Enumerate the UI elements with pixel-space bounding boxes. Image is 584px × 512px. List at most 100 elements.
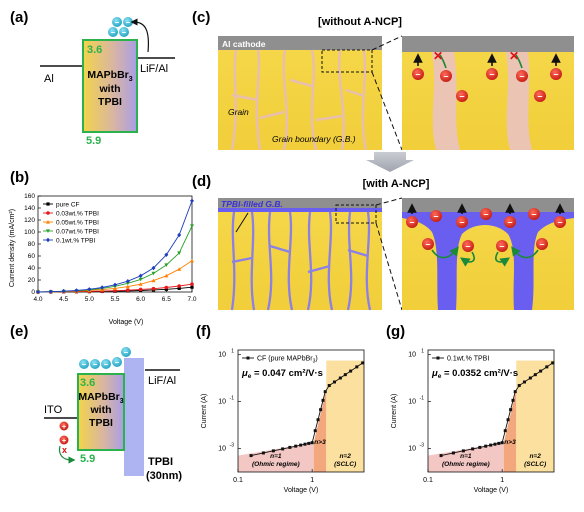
- svg-text:–: –: [443, 71, 448, 81]
- tpbi-filled-label: TPBI-filled G.B.: [221, 199, 283, 209]
- b-legend-label: 0.03wt.% TPBI: [56, 210, 99, 217]
- ito-label: ITO: [44, 404, 63, 416]
- b-data-point: [125, 284, 130, 289]
- ohmic-region: [428, 442, 504, 472]
- iv-xtick-label: 0.1: [233, 477, 243, 484]
- panel-c-label: (c): [192, 9, 210, 26]
- b-data-point: [164, 263, 169, 267]
- svg-text:–: –: [409, 217, 414, 227]
- b-data-point: [190, 258, 194, 263]
- injection-arrow: [130, 18, 150, 53]
- blocked-c: ✕ ✕: [433, 49, 523, 69]
- iv-legend-marker: [436, 356, 440, 360]
- iv-point: [316, 418, 320, 422]
- tpbi-thickness-e: (30nm): [146, 470, 182, 482]
- iv-point: [493, 442, 497, 446]
- zoom-line-d-top: [375, 197, 403, 206]
- iv-point: [545, 365, 549, 369]
- iv-point: [497, 441, 501, 445]
- zoom-line-c-top: [371, 35, 403, 51]
- panel-d-label: (d): [192, 173, 211, 190]
- svg-text:–: –: [499, 241, 504, 251]
- svg-text:✕: ✕: [433, 49, 443, 63]
- sclc-sub-label: (SCLC): [524, 461, 546, 468]
- iv-ytick-exp: -3: [230, 443, 235, 449]
- svg-text:–: –: [93, 360, 98, 369]
- b-data-point: [190, 224, 194, 228]
- b-data-point: [126, 288, 130, 293]
- ohmic-label: n=1: [460, 453, 472, 460]
- b-legend-label: 0.05wt.% TPBI: [56, 219, 99, 226]
- iv-ytick-exp: -1: [230, 396, 235, 402]
- iv-point: [511, 398, 515, 402]
- b-data-point: [46, 237, 50, 243]
- iv-legend-label: CF (pure MAPbBr3): [257, 356, 318, 365]
- zoom-line-d-bottom: [375, 222, 403, 311]
- b-data-point: [190, 285, 194, 289]
- panel-c: (c) [without A-NCP] Al cathode Grain Gra…: [192, 9, 574, 151]
- sclc-region: [516, 360, 554, 472]
- electrons-c: – – – – – – –: [412, 68, 562, 102]
- arrows-d: [407, 203, 565, 214]
- iv-point: [310, 441, 314, 445]
- mobility-value-f: μe = 0.047 cm²/V·s: [241, 368, 323, 380]
- material-with: with: [99, 83, 121, 95]
- al-cathode-c: [218, 36, 382, 50]
- b-data-point: [46, 202, 50, 206]
- svg-text:–: –: [531, 209, 536, 219]
- zoom-box-d: [335, 204, 377, 224]
- iv-legend-label: 0.1wt.% TPBI: [447, 356, 489, 363]
- lumo-value-e: 3.6: [80, 377, 95, 389]
- b-ytick-label: 20: [28, 277, 36, 284]
- b-ytick-label: 100: [24, 229, 35, 236]
- b-legend-label: 0.07wt.% TPBI: [56, 228, 99, 235]
- svg-text:–: –: [122, 28, 127, 37]
- panel-a-label: (a): [10, 9, 28, 26]
- b-xtick-label: 5.0: [85, 296, 94, 303]
- panel-c-title: [without A-NCP]: [318, 16, 402, 28]
- b-data-point: [138, 277, 143, 282]
- b-data-point: [164, 252, 169, 257]
- sclc-sub-label: (SCLC): [334, 461, 356, 468]
- tpbi-interlayer-d: [218, 208, 382, 212]
- iv-xlabel: Voltage (V): [474, 487, 509, 494]
- iv-point: [439, 454, 443, 458]
- plot-frame-f: [237, 349, 365, 473]
- panel-d-title: [with A-NCP]: [363, 178, 430, 190]
- iv-point: [343, 373, 347, 377]
- tpbi-layer-e: [124, 358, 144, 476]
- b-data-point: [177, 251, 182, 255]
- svg-text:✕: ✕: [509, 49, 519, 63]
- arrows-c: [413, 53, 561, 66]
- iv-curve-g: [440, 362, 553, 457]
- iv-point: [323, 390, 327, 394]
- hole-stack-e: + + x: [58, 421, 76, 464]
- b-data-point: [138, 273, 143, 278]
- b-xtick-label: 4.0: [33, 296, 42, 303]
- sclc-label: n=2: [339, 453, 351, 460]
- iv-point: [313, 429, 317, 433]
- electron-row-e: – – – – –: [79, 347, 131, 369]
- iv-point: [281, 447, 285, 451]
- ohmic-region: [238, 442, 314, 472]
- material-with-e: with: [90, 404, 112, 416]
- b-legend-label: 0.1wt.% TPBI: [56, 237, 95, 244]
- zoom-box-c: [321, 49, 373, 73]
- al-cathode-d: [218, 198, 382, 210]
- b-data-point: [190, 198, 194, 203]
- zoom-tpbi-d: [402, 212, 574, 310]
- iv-ytick-exp: 1: [231, 349, 234, 355]
- svg-text:–: –: [465, 241, 470, 251]
- panel-f-label: (f): [196, 323, 211, 340]
- b-data-point: [190, 282, 194, 287]
- b-data-point: [36, 289, 40, 295]
- b-xtick-label: 4.5: [59, 296, 68, 303]
- ohmic-sub-label: (Ohmic regime): [442, 461, 490, 468]
- iv-point: [528, 376, 532, 380]
- b-data-point: [87, 287, 92, 292]
- svg-text:–: –: [489, 69, 494, 79]
- lifal-label: LiF/Al: [140, 63, 168, 75]
- iv-point: [294, 444, 298, 448]
- material-formula: MAPbBr3: [87, 69, 132, 83]
